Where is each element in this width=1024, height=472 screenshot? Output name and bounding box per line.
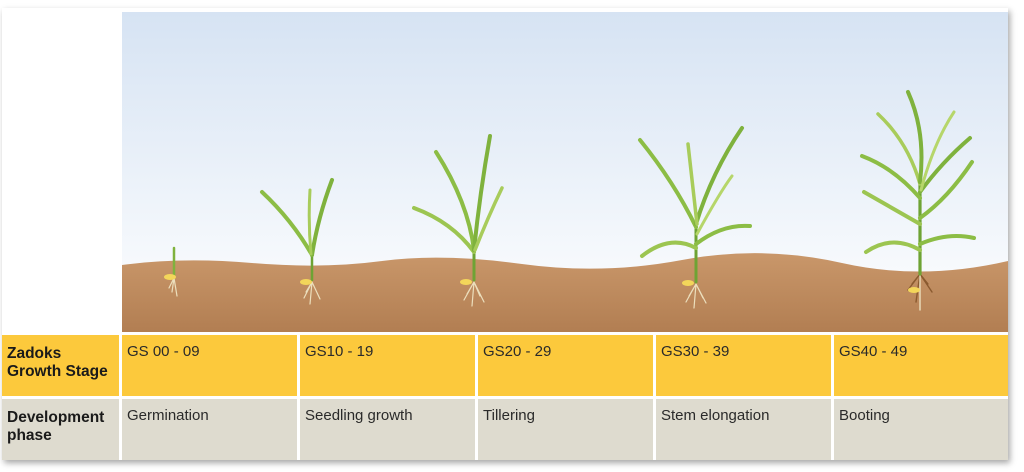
stage-code: GS40 - 49 <box>834 335 1008 396</box>
soil <box>122 253 1008 332</box>
stage-code: GS10 - 19 <box>300 335 475 396</box>
phase-label: Tillering <box>478 399 653 460</box>
plant-germination <box>164 246 178 297</box>
plant-stem-elongation <box>638 126 752 309</box>
phase-label: Germination <box>122 399 297 460</box>
plant-tillering <box>412 134 504 307</box>
phase-label: Stem elongation <box>656 399 831 460</box>
plant-booting <box>860 90 976 311</box>
plant-scene-svg <box>122 12 1008 332</box>
plant-seedling <box>260 178 334 305</box>
stage-code: GS20 - 29 <box>478 335 653 396</box>
phase-label: Booting <box>834 399 1008 460</box>
stage-code: GS30 - 39 <box>656 335 831 396</box>
zadoks-stage-row: Zadoks Growth Stage GS 00 - 09 GS10 - 19… <box>2 335 1008 396</box>
phase-label: Seedling growth <box>300 399 475 460</box>
development-phase-row: Development phase Germination Seedling g… <box>2 399 1008 460</box>
zadoks-stage-header: Zadoks Growth Stage <box>2 335 119 396</box>
development-phase-header: Development phase <box>2 399 119 460</box>
growth-stage-diagram: Zadoks Growth Stage GS 00 - 09 GS10 - 19… <box>2 8 1008 460</box>
plant-illustration <box>122 12 1008 332</box>
stage-code: GS 00 - 09 <box>122 335 297 396</box>
growth-stage-table: Zadoks Growth Stage GS 00 - 09 GS10 - 19… <box>2 332 1008 460</box>
